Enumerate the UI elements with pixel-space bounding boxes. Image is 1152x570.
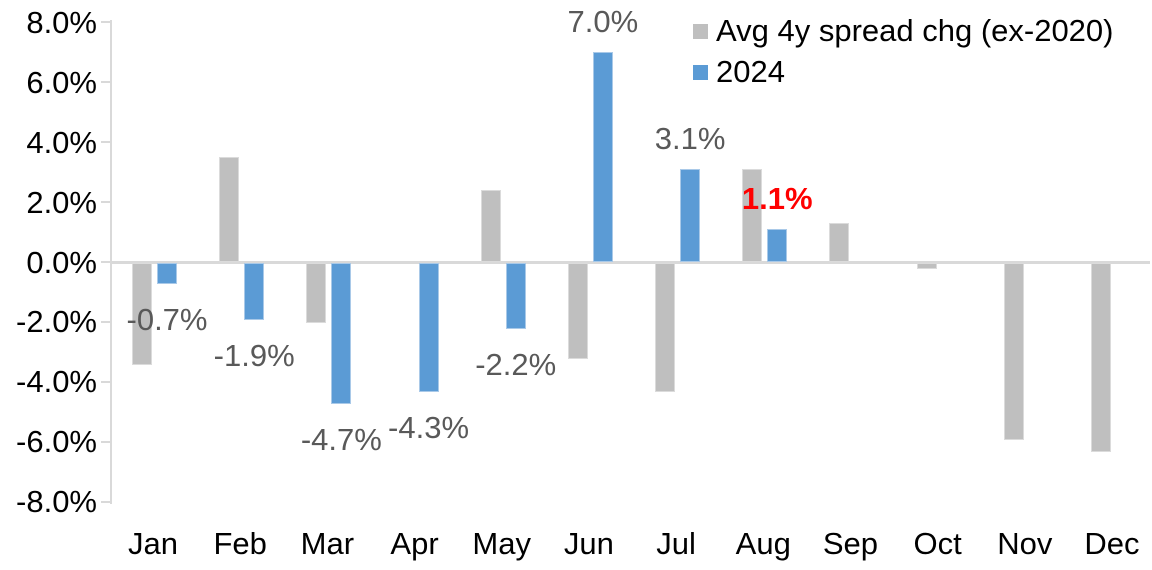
gray-square-icon [693, 23, 708, 39]
y-axis-label: 0.0% [26, 244, 97, 280]
y-axis-tick [101, 500, 110, 503]
y-axis-label: -8.0% [16, 484, 97, 520]
data-label-aug: 1.1% [741, 181, 813, 217]
y-axis-label: -6.0% [16, 424, 97, 460]
bar-avg-4y-spread-chg-ex-2020--may [480, 190, 501, 262]
y-axis-label: 4.0% [26, 124, 97, 160]
legend-item-2024: 2024 [693, 53, 1114, 91]
x-axis-label-nov: Nov [997, 526, 1053, 561]
bar-2024-jun [592, 52, 613, 262]
bar-avg-4y-spread-chg-ex-2020--aug [742, 169, 763, 262]
bar-2024-jan [157, 263, 177, 284]
data-label-may: -2.2% [475, 346, 557, 382]
blue-square-icon [693, 64, 708, 80]
y-axis-label: 2.0% [26, 184, 97, 220]
data-label-jun: 7.0% [567, 4, 639, 40]
y-axis-tick [101, 201, 110, 204]
bar-2024-mar [331, 263, 352, 404]
bar-avg-4y-spread-chg-ex-2020--nov [1003, 263, 1024, 440]
y-axis-tick [101, 141, 110, 144]
y-axis-tick [101, 81, 110, 84]
bar-avg-4y-spread-chg-ex-2020--jan [132, 263, 152, 365]
x-axis-label-jun: Jun [563, 526, 614, 561]
x-axis-label-feb: Feb [213, 526, 267, 561]
data-label-jan: -0.7% [126, 301, 208, 337]
data-label-mar: -4.7% [300, 421, 382, 457]
bar-avg-4y-spread-chg-ex-2020--feb [219, 157, 240, 262]
bar-2024-aug [767, 229, 788, 262]
bar-2024-apr [418, 263, 439, 392]
bar-avg-4y-spread-chg-ex-2020--jun [567, 263, 588, 359]
x-axis-label-sep: Sep [822, 526, 879, 561]
y-axis-tick [101, 21, 110, 24]
data-label-apr: -4.3% [388, 409, 470, 445]
bar-2024-jul [680, 169, 701, 262]
y-axis-label: 8.0% [26, 4, 97, 40]
legend-label-avg-4y: Avg 4y spread chg (ex-2020) [716, 13, 1114, 48]
y-axis-tick [101, 380, 110, 383]
legend: Avg 4y spread chg (ex-2020) 2024 [693, 12, 1114, 94]
bar-avg-4y-spread-chg-ex-2020--sep [829, 223, 850, 262]
zero-gridline [111, 261, 1150, 264]
y-axis-tick [101, 440, 110, 443]
y-axis-label: 6.0% [26, 64, 97, 100]
x-axis-label-may: May [472, 526, 531, 561]
y-axis-label: -2.0% [16, 304, 97, 340]
y-axis-tick [101, 320, 110, 323]
bar-avg-4y-spread-chg-ex-2020--mar [306, 263, 327, 323]
x-axis-label-dec: Dec [1084, 526, 1140, 561]
y-axis-tick [101, 261, 110, 263]
x-axis-label-jul: Jul [656, 526, 696, 561]
bar-avg-4y-spread-chg-ex-2020--jul [655, 263, 676, 392]
x-axis-label-oct: Oct [913, 526, 962, 561]
legend-label-2024: 2024 [716, 54, 785, 89]
x-axis-label-apr: Apr [390, 526, 439, 561]
bar-avg-4y-spread-chg-ex-2020--oct [916, 263, 937, 269]
y-axis-label: -4.0% [16, 364, 97, 400]
bar-2024-feb [244, 263, 265, 320]
legend-item-avg-4y: Avg 4y spread chg (ex-2020) [693, 12, 1114, 50]
bar-2024-may [505, 263, 526, 329]
x-axis-label-jan: Jan [128, 526, 178, 561]
x-axis-label-aug: Aug [735, 526, 791, 561]
data-label-feb: -1.9% [213, 337, 295, 373]
bar-avg-4y-spread-chg-ex-2020--dec [1090, 263, 1111, 452]
x-axis-label-mar: Mar [300, 526, 355, 561]
data-label-jul: 3.1% [654, 121, 726, 157]
